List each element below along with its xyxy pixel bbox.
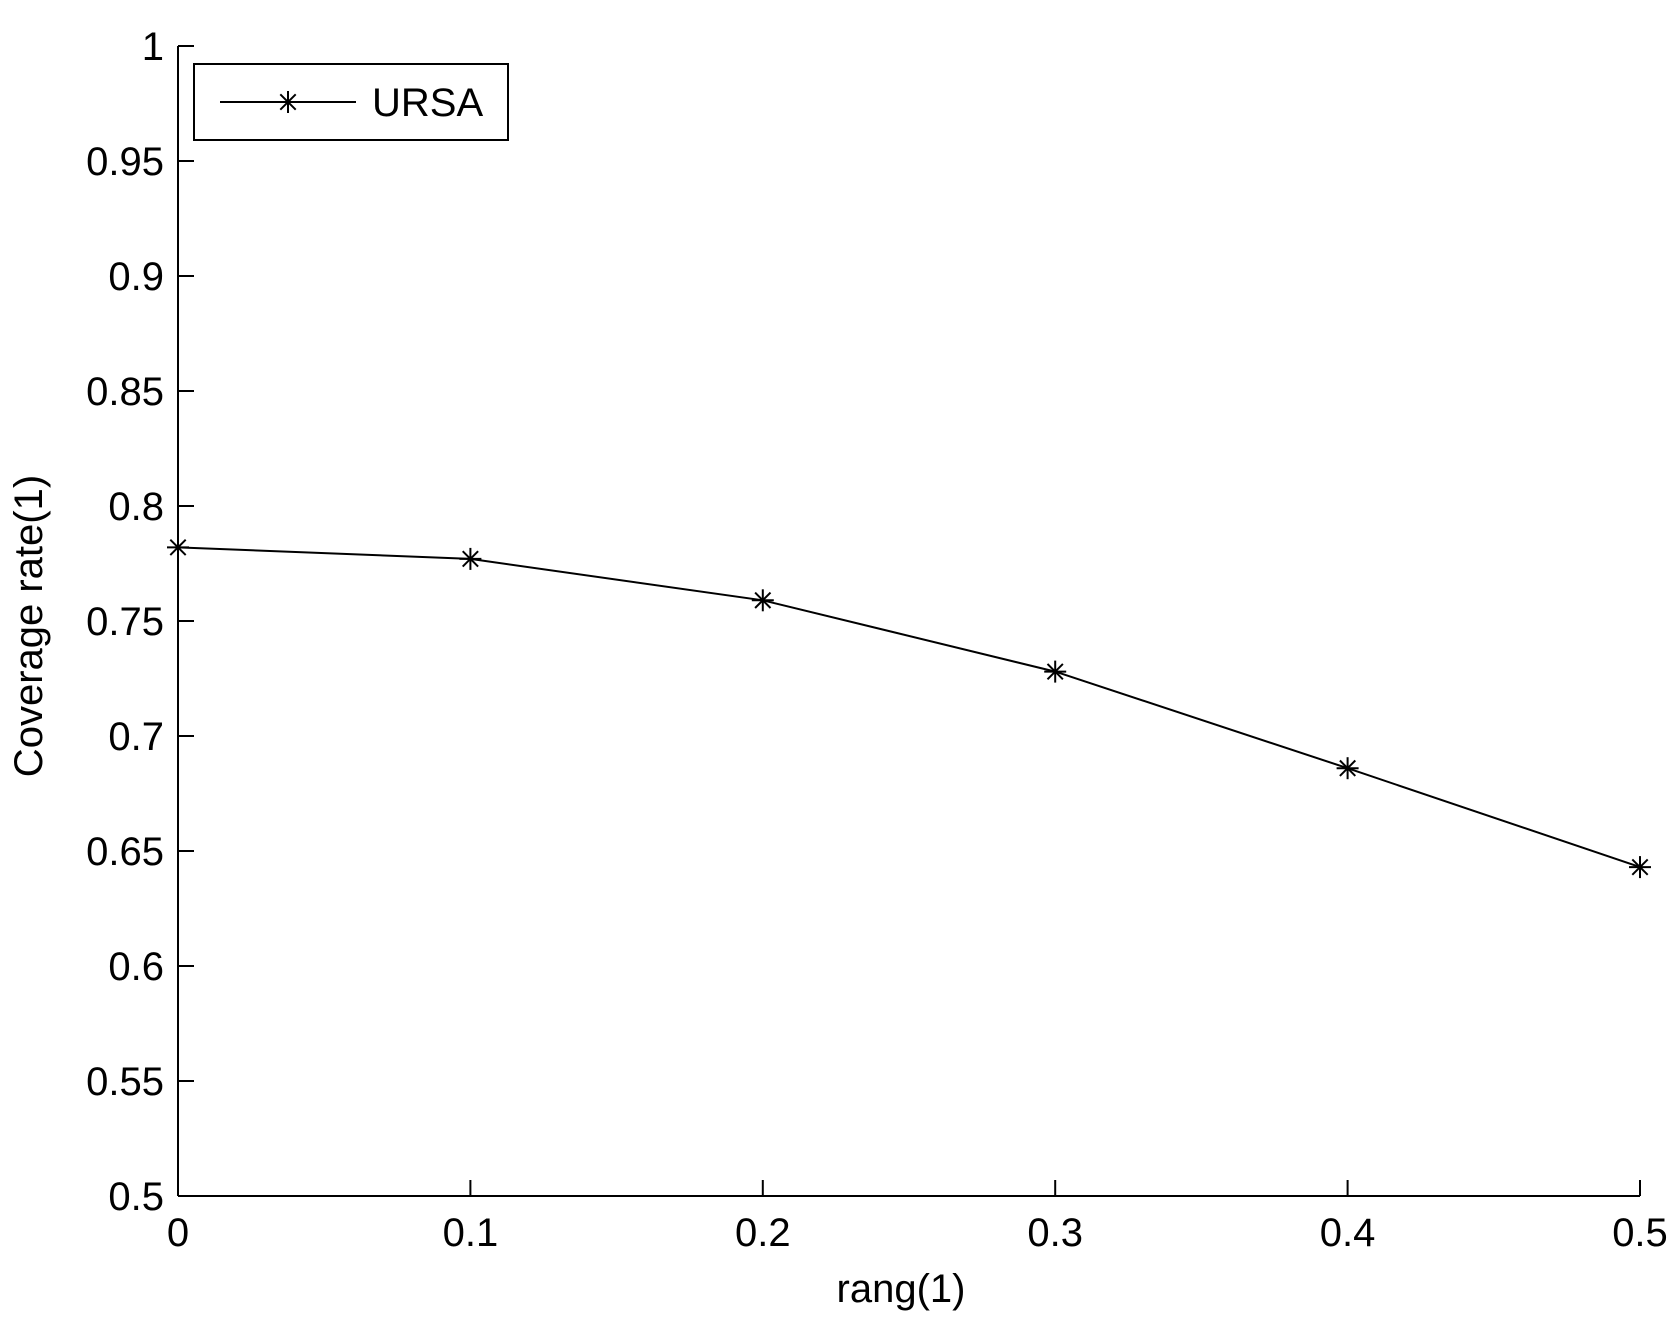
y-tick-label: 0.65: [86, 830, 164, 874]
legend-label: URSA: [372, 81, 483, 125]
y-tick-label: 0.75: [86, 600, 164, 644]
y-tick-label: 0.5: [108, 1175, 164, 1219]
data-point: [751, 589, 774, 612]
data-point: [1044, 660, 1067, 683]
legend-marker: [277, 91, 299, 113]
marker-stroke: [1046, 663, 1064, 681]
y-tick-label: 0.95: [86, 140, 164, 184]
marker-stroke: [169, 538, 187, 556]
y-tick-label: 0.55: [86, 1060, 164, 1104]
y-tick-label: 0.6: [108, 945, 164, 989]
axes: 0 0.1 0.2 0.3 0.4 0.5 0.5 0.55 0.6 0.65 0.7 0.75 0.8…: [86, 25, 1668, 1255]
marker-stroke: [1631, 858, 1649, 876]
x-tick-label: 0.1: [443, 1211, 499, 1255]
data-point: [459, 547, 482, 570]
legend: URSA: [193, 63, 509, 141]
x-tick-label: 0.3: [1027, 1211, 1083, 1255]
series-line-ursa: [177, 546, 1641, 869]
series-layer: [167, 536, 1651, 879]
marker-stroke: [1339, 759, 1357, 777]
x-tick-label: 0: [167, 1211, 189, 1255]
marker-stroke: [279, 93, 297, 111]
data-point: [1629, 856, 1651, 879]
y-tick-label: 1: [142, 25, 164, 69]
y-tick-label: 0.9: [108, 255, 164, 299]
marker-stroke: [754, 591, 772, 609]
x-tick-label: 0.4: [1320, 1211, 1376, 1255]
x-axis-label: rang(1): [837, 1267, 966, 1311]
data-point: [167, 536, 189, 559]
data-point: [1336, 757, 1359, 780]
x-tick-label: 0.5: [1612, 1211, 1668, 1255]
y-tick-label: 0.7: [108, 715, 164, 759]
y-tick-label: 0.8: [108, 485, 164, 529]
y-axis-label: Coverage rate(1): [7, 475, 51, 777]
x-tick-label: 0.2: [735, 1211, 791, 1255]
marker-stroke: [461, 550, 479, 568]
y-tick-label: 0.85: [86, 370, 164, 414]
